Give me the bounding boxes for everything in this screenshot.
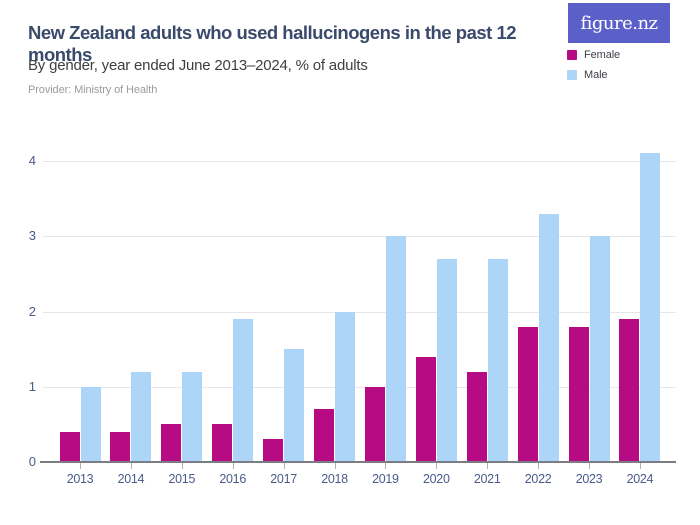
x-axis-tick-2024 [639,463,641,469]
y-axis-tick-label-1: 1 [28,378,36,394]
bar-female-2024[interactable] [619,319,640,462]
x-axis-line [40,461,676,463]
female-color-swatch [567,50,577,60]
x-axis-tick-2022 [538,463,540,469]
x-axis-label-2021: 2021 [473,472,501,486]
bar-female-2022[interactable] [517,326,538,462]
bar-female-2015[interactable] [161,424,182,462]
bar-male-2018[interactable] [335,311,355,462]
x-axis-label-2014: 2014 [117,472,145,486]
bar-female-2023[interactable] [568,326,589,462]
legend-label-male: Male [584,69,608,81]
x-axis-label-2018: 2018 [321,472,348,486]
x-axis-tick-2013 [80,463,81,469]
x-axis-label-2023: 2023 [575,472,603,486]
x-axis-tick-2023 [589,463,590,469]
y-axis-tick-label-4: 4 [28,153,36,168]
chart-legend: Female Male [567,49,620,89]
y-axis-tick-label-0: 0 [28,454,36,469]
gridline-4 [43,161,676,162]
bar-female-2016[interactable] [212,424,233,462]
x-axis-tick-2016 [232,463,234,469]
bar-female-2018[interactable] [314,409,334,462]
x-axis-tick-2015 [181,463,183,469]
x-axis-label-2020: 2020 [422,472,450,486]
y-axis-tick-label-3: 3 [28,228,36,244]
bar-female-2020[interactable] [415,356,436,462]
chart-subtitle: By gender, year ended June 2013–2024, % … [28,57,368,74]
bar-male-2013[interactable] [80,386,101,462]
x-axis-tick-2021 [487,463,489,469]
bar-male-2022[interactable] [538,213,559,462]
x-axis-tick-2019 [385,463,387,469]
gridline-2 [43,311,676,313]
bar-male-2016[interactable] [233,319,254,462]
legend-item-female: Female [567,49,620,61]
gridline-1 [43,386,676,388]
bar-male-2017[interactable] [284,349,305,462]
x-axis-label-2017: 2017 [270,472,297,486]
x-axis-label-2016: 2016 [219,472,246,486]
figure-nz-logo[interactable]: figure.nz [568,3,670,43]
bar-female-2013[interactable] [59,431,80,462]
x-axis-tick-2020 [436,463,438,469]
page-title: New Zealand adults who used hallucinogen… [28,22,517,66]
bar-female-2019[interactable] [364,386,385,462]
bar-male-2021[interactable] [487,258,508,462]
gridline-3 [43,236,676,238]
bar-male-2014[interactable] [131,371,152,462]
legend-label-female: Female [584,49,621,61]
x-axis-label-2022: 2022 [524,472,552,486]
bar-male-2015[interactable] [182,371,203,462]
provider-attribution: Provider: Ministry of Health [28,84,158,96]
bar-male-2020[interactable] [436,258,457,462]
bar-female-2021[interactable] [466,371,487,462]
bar-male-2019[interactable] [385,236,406,462]
bar-female-2014[interactable] [110,431,131,462]
bar-male-2024[interactable] [640,153,661,462]
x-axis-label-2015: 2015 [168,472,196,486]
y-axis-tick-label-2: 2 [28,303,36,319]
x-axis-label-2019: 2019 [372,472,399,486]
bar-male-2023[interactable] [589,236,610,462]
male-color-swatch [567,70,577,80]
x-axis-label-2013: 2013 [66,472,94,486]
x-axis-tick-2014 [130,463,132,469]
bar-female-2017[interactable] [263,439,284,462]
x-axis-tick-2017 [283,463,285,469]
x-axis-label-2024: 2024 [626,472,654,486]
x-axis-tick-2018 [334,463,336,469]
legend-item-male: Male [567,69,620,81]
